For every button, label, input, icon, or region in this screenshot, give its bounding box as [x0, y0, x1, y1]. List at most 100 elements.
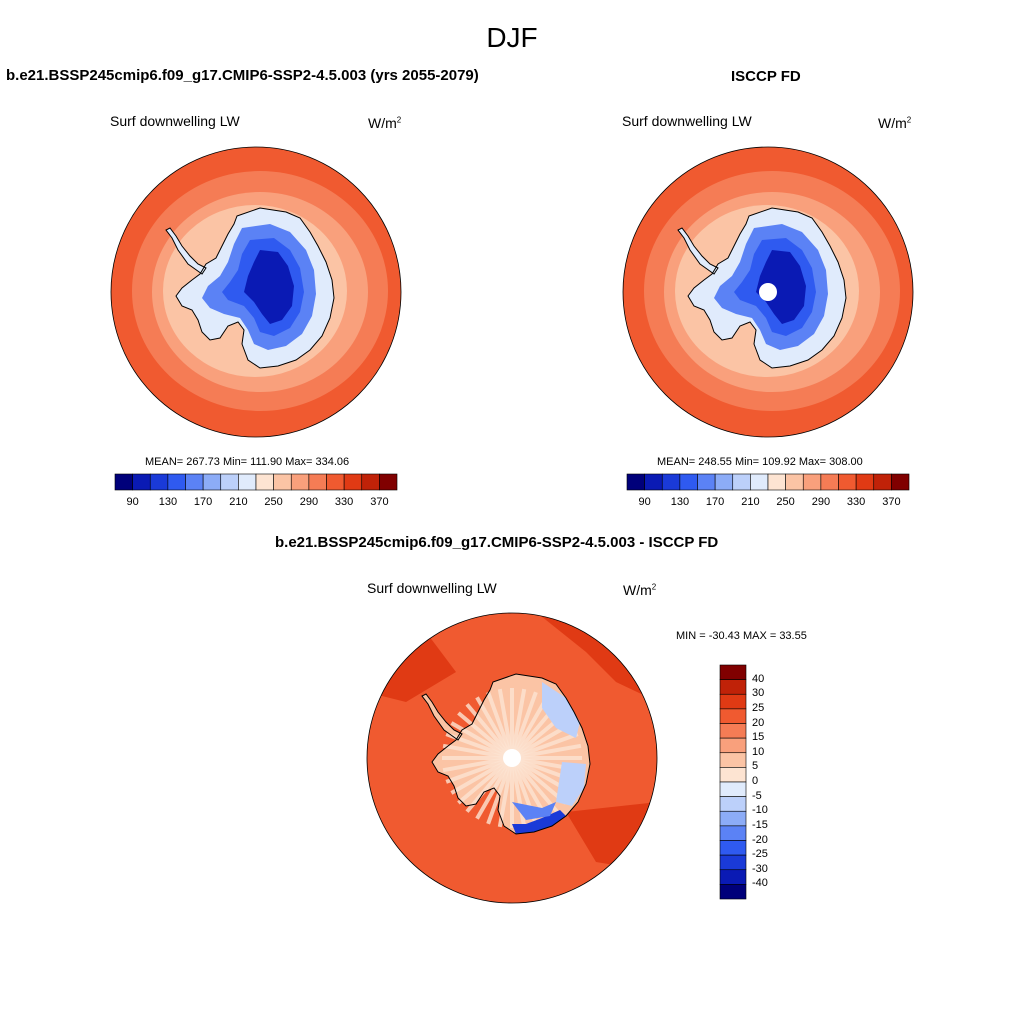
obs-colorbar-labels: 90 130 170 210 250 290 330 370 — [627, 496, 909, 510]
colorbar-tick-label: -30 — [752, 862, 768, 875]
model-colorbar-labels: 90 130 170 210 250 290 330 370 — [115, 496, 397, 510]
diff-streak — [457, 756, 514, 805]
diff-polar-map — [366, 612, 658, 904]
colorbar-tick-label: -25 — [752, 848, 768, 861]
colorbar-box — [855, 473, 875, 491]
colorbar-box — [750, 473, 769, 491]
colorbar-tick-label: -40 — [752, 877, 768, 890]
colorbar-box — [719, 664, 747, 680]
colorbar-box — [873, 473, 892, 491]
map-fill-group — [111, 147, 401, 437]
diff-streak — [442, 743, 513, 760]
ice-core-zone — [756, 250, 806, 324]
colorbar-box — [719, 679, 747, 695]
colorbar-tick-label: 170 — [193, 496, 213, 508]
peninsula-coastline — [677, 227, 719, 275]
diff-streak — [510, 688, 527, 759]
colorbar-box — [149, 473, 169, 491]
diff-blue-ne — [542, 682, 580, 738]
colorbar-tick-label: 210 — [229, 496, 248, 508]
colorbar-box — [719, 884, 747, 900]
figure-title: DJF — [486, 22, 538, 53]
diff-streak — [510, 756, 567, 805]
colorbar-box — [719, 767, 747, 783]
colorbar-box — [719, 752, 747, 768]
diff-streak — [511, 732, 579, 760]
colorbar-box — [719, 723, 747, 739]
colorbar-box — [361, 473, 380, 491]
colorbar-tick-label: 20 — [752, 716, 765, 729]
diff-streak — [450, 756, 514, 795]
diff-streak — [510, 757, 527, 828]
diff-streak — [465, 756, 514, 813]
diff-streak — [475, 696, 514, 760]
colorbar-box — [891, 473, 910, 491]
model-variable-label: Surf downwelling LW — [110, 113, 240, 129]
colorbar-tick-label: 25 — [752, 701, 765, 714]
colorbar-box — [661, 473, 681, 491]
diff-colorbar-labels: 40 30 25 20 15 10 5 0 -5 -10 -15 -20 -25 -30 -40 — [752, 665, 792, 899]
diff-streak — [510, 696, 549, 760]
map-boundary — [366, 612, 658, 904]
colorbar-box — [802, 473, 822, 491]
colorbar-box — [167, 473, 186, 491]
colorbar-box — [273, 473, 292, 491]
colorbar-box — [132, 473, 151, 491]
colorbar-box — [719, 693, 747, 710]
colorbar-box — [326, 473, 345, 491]
ice-core-zone — [244, 250, 294, 324]
colorbar-tick-label: 5 — [752, 760, 759, 773]
colorbar-box — [220, 473, 239, 491]
colorbar-tick-label: 15 — [752, 731, 765, 744]
map-boundary — [622, 146, 914, 438]
colorbar-box — [719, 825, 747, 841]
diff-streak — [465, 703, 514, 760]
colorbar-box — [785, 473, 804, 491]
colorbar-tick-label: 30 — [752, 687, 765, 700]
colorbar-tick-label: -10 — [752, 804, 768, 817]
pole-hole — [759, 283, 777, 301]
diff-radial-streaks — [442, 688, 582, 828]
model-colorbar — [114, 473, 398, 491]
diff-colorbar — [719, 664, 747, 900]
diff-streak — [442, 756, 513, 773]
colorbar-tick-label: 290 — [811, 496, 831, 508]
colorbar-tick-label: 90 — [638, 496, 651, 508]
colorbar-tick-label: 370 — [370, 496, 389, 508]
diff-units-label: W/m2 — [623, 582, 657, 598]
obs-stats: MEAN= 248.55 Min= 109.92 Max= 308.00 — [657, 456, 863, 468]
colorbar-tick-label: 330 — [334, 496, 354, 508]
colorbar-box — [626, 473, 645, 491]
diff-variable-label: Surf downwelling LW — [367, 580, 497, 596]
diff-streak — [497, 688, 514, 759]
pole-hole — [503, 749, 521, 767]
colorbar-box — [719, 796, 747, 812]
model-stats: MEAN= 267.73 Min= 111.90 Max= 334.06 — [145, 456, 350, 468]
diff-streak — [510, 691, 538, 759]
map-fill-group — [367, 613, 657, 903]
diff-panel-heading: b.e21.BSSP245cmip6.f09_g17.CMIP6-SSP2-4.… — [275, 534, 719, 551]
colorbar-box — [767, 473, 786, 491]
colorbar-box — [697, 473, 716, 491]
colorbar-tick-label: -15 — [752, 818, 768, 831]
antarctica-coastline — [687, 207, 847, 369]
diff-stats: MIN = -30.43 MAX = 33.55 — [676, 630, 807, 642]
colorbar-box — [719, 810, 747, 827]
colorbar-tick-label: 250 — [264, 496, 283, 508]
colorbar-box — [308, 473, 327, 491]
model-panel-heading: b.e21.BSSP245cmip6.f09_g17.CMIP6-SSP2-4.… — [6, 67, 479, 84]
obs-polar-map — [622, 146, 914, 438]
colorbar-box — [185, 473, 204, 491]
peninsula-coastline — [165, 227, 207, 275]
model-polar-map — [110, 146, 402, 438]
colorbar-box — [719, 840, 747, 856]
colorbar-tick-label: 170 — [705, 496, 725, 508]
colorbar-tick-label: 0 — [752, 775, 759, 787]
colorbar-tick-label: 370 — [882, 496, 901, 508]
colorbar-tick-label: 40 — [752, 672, 765, 685]
colorbar-box — [114, 473, 133, 491]
colorbar-box — [719, 854, 747, 871]
colorbar-tick-label: 130 — [158, 496, 178, 508]
peninsula-coastline — [421, 693, 463, 741]
obs-variable-label: Surf downwelling LW — [622, 113, 752, 129]
